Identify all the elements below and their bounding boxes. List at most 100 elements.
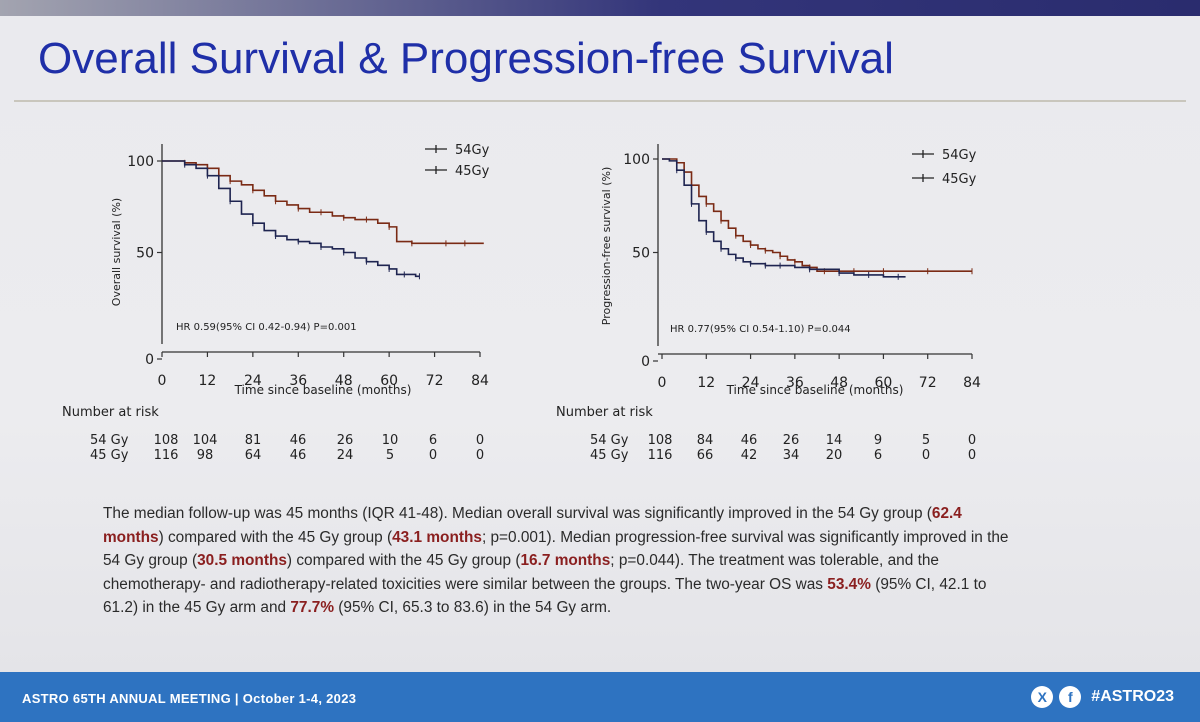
top-banner [0,0,1200,16]
os-legend-label: 45Gy [455,164,490,179]
slide-title: Overall Survival & Progression-free Surv… [38,34,894,83]
pfs-x-tick-label: 84 [963,375,981,391]
os-y-tick-label: 0 [145,352,154,368]
pfs-legend-label: 54Gy [942,148,977,163]
os-x-tick-label: 12 [199,373,217,389]
title-divider [14,100,1186,102]
two-year-os-54: 77.7% [290,599,334,617]
os-y-tick-label: 100 [127,154,154,170]
os-risk-value: 64 [245,448,262,463]
meeting-name: ASTRO 65TH ANNUAL MEETING | October 1-4,… [22,691,357,706]
pfs-risk-value: 108 [648,433,673,448]
os-x-axis-label: Time since baseline (months) [234,383,412,397]
pfs-x-tick-label: 24 [742,375,760,391]
os-54-median: 62.4 months [103,505,962,546]
pfs-risk-value: 9 [874,433,882,448]
slide: Overall Survival & Progression-free Surv… [0,16,1200,680]
summary-text: ) compared with the 45 Gy group ( [286,552,521,570]
os-x-tick-label: 84 [471,373,489,389]
pfs-x-axis-label: Time since baseline (months) [726,383,904,397]
pfs-risk-row-label: 45 Gy [590,448,629,463]
pfs-y-tick-label: 50 [632,246,650,262]
pfs-y-tick-label: 100 [623,152,650,168]
pfs-54-median: 30.5 months [197,552,287,570]
os-x-tick-label: 0 [158,373,167,389]
x-social-icon[interactable]: X [1031,686,1054,708]
pfs-series-45Gy [662,158,906,278]
os-risk-value: 108 [154,433,179,448]
pfs-risk-value: 46 [741,433,758,448]
pfs-risk-value: 0 [922,448,930,463]
pfs-risk-value: 0 [968,433,976,448]
os-x-tick-label: 60 [380,373,398,389]
os-risk-value: 81 [245,433,262,448]
os-x-tick-label: 24 [244,373,262,389]
os-risk-value: 24 [337,448,354,463]
os-risk-value: 116 [154,448,179,463]
facebook-icon[interactable]: f [1059,686,1082,708]
pfs-risk-row-label: 54 Gy [590,433,629,448]
pfs-risk-value: 6 [874,448,882,463]
social-links: X f #ASTRO23 [1031,684,1174,710]
summary-paragraph: The median follow-up was 45 months (IQR … [103,502,1023,620]
hashtag: #ASTRO23 [1091,688,1174,705]
os-risk-value: 5 [386,448,394,463]
os-risk-value: 98 [197,448,214,463]
pfs-x-tick-label: 0 [658,375,667,391]
os-legend-label: 54Gy [455,143,490,158]
summary-text: ; p=0.001). Median progression-free surv… [103,528,1009,570]
os-risk-value: 6 [429,433,437,448]
os-risk-row-label: 45 Gy [90,448,129,463]
pfs-legend-label: 45Gy [942,172,977,187]
pfs-45-median: 16.7 months [520,552,611,570]
os-x-tick-label: 36 [289,373,307,389]
os-risk-value: 26 [337,433,354,448]
pfs-x-tick-label: 12 [697,375,715,391]
os-risk-row-label: 54 Gy [90,433,129,448]
pfs-risk-value: 20 [826,448,843,463]
os-hr-annotation: HR 0.59(95% CI 0.42-0.94) P=0.001 [176,322,357,333]
os-risk-value: 46 [290,433,307,448]
summary-text: ) compared with the 45 Gy group ( [158,528,393,546]
os-risk-value: 46 [290,448,307,463]
pfs-risk-value: 26 [783,433,800,448]
pfs-x-tick-label: 36 [786,375,804,391]
pfs-risk-value: 14 [826,433,843,448]
os-45-median: 43.1 months [392,528,482,546]
summary-text: (95% CI, 42.1 to 61.2) in the 45 Gy arm … [103,575,987,617]
pfs-series-54Gy [662,158,972,272]
os-risk-value: 104 [193,433,218,448]
pfs-x-tick-label: 60 [875,375,893,391]
os-risk-value: 0 [476,448,484,463]
pfs-risk-value: 84 [697,433,714,448]
pfs-x-tick-label: 48 [830,375,848,391]
os-y-axis-label: Overall survival (%) [110,198,123,306]
os-x-tick-label: 48 [335,373,353,389]
pfs-risk-value: 0 [968,448,976,463]
summary-text: The median follow-up was 45 months (IQR … [103,505,932,522]
footer-bar: ASTRO 65TH ANNUAL MEETING | October 1-4,… [0,672,1200,722]
summary-text: (95% CI, 65.3 to 83.6) in the 54 Gy arm. [334,599,612,617]
pfs-risk-value: 66 [697,448,714,463]
os-risk-header: Number at risk [62,405,159,420]
pfs-risk-value: 34 [783,448,800,463]
os-y-tick-label: 50 [136,246,154,262]
pfs-risk-value: 5 [922,433,930,448]
os-x-tick-label: 72 [426,373,444,389]
pfs-hr-annotation: HR 0.77(95% CI 0.54-1.10) P=0.044 [670,324,851,335]
pfs-risk-value: 116 [648,448,673,463]
summary-text: ; p=0.044). The treatment was tolerable,… [103,552,939,593]
os-risk-value: 10 [382,433,399,448]
os-risk-value: 0 [476,433,484,448]
pfs-risk-value: 42 [741,448,758,463]
pfs-risk-header: Number at risk [556,405,653,420]
pfs-x-tick-label: 72 [919,375,937,391]
pfs-y-axis-label: Progression-free survival (%) [600,167,613,326]
pfs-y-tick-label: 0 [641,354,650,370]
two-year-os-45: 53.4% [827,575,871,593]
os-risk-value: 0 [429,448,437,463]
